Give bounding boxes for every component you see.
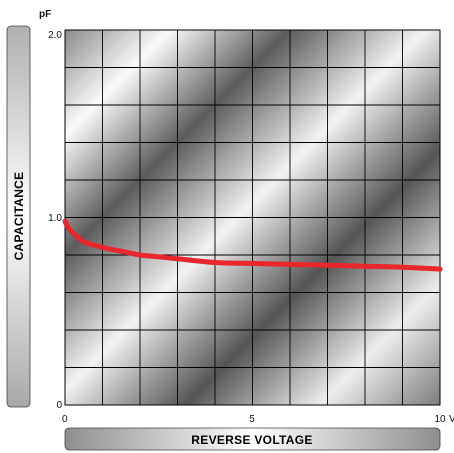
grid-lines xyxy=(65,30,440,405)
x-axis-title: REVERSE VOLTAGE xyxy=(191,433,312,447)
y-unit-label: pF xyxy=(39,9,51,20)
y-tick-label-0: 0 xyxy=(56,400,62,411)
x-tick-label-10: 10 xyxy=(434,414,446,425)
x-axis-title-box xyxy=(64,427,441,451)
y-tick-label-2.0: 2.0 xyxy=(48,30,62,41)
y-axis-title-box xyxy=(6,25,31,408)
series-group xyxy=(62,218,443,272)
y-tick-label-1.0: 1.0 xyxy=(48,213,62,224)
x-unit-label: V xyxy=(449,414,454,425)
x-tick-label-0: 0 xyxy=(62,414,68,425)
plot-frame xyxy=(64,29,441,406)
capacitance-curve-line xyxy=(62,218,443,272)
y-axis-title: CAPACITANCE xyxy=(12,172,26,261)
x-tick-label-5: 5 xyxy=(249,414,255,425)
